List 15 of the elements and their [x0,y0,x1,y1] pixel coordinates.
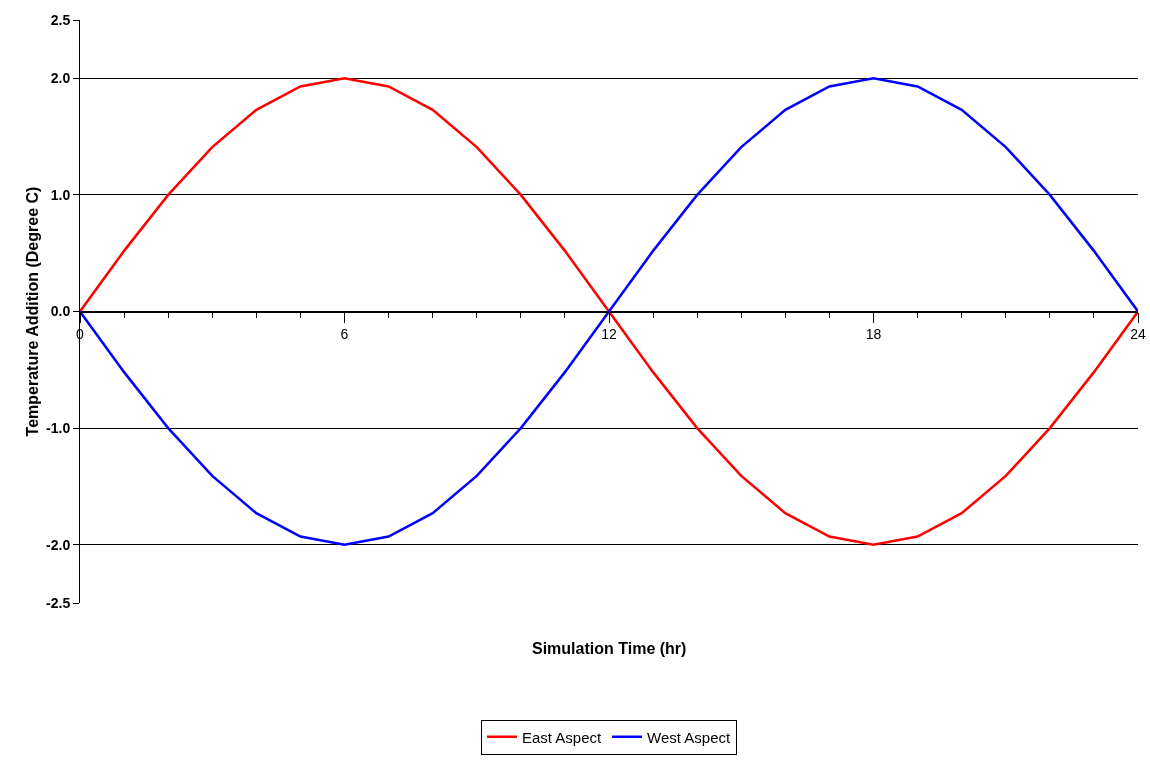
x-tick-label: 18 [865,326,882,343]
x-tick-label: 24 [1130,326,1146,343]
y-tick-label: 1.0 [50,186,71,203]
y-tick-label: 2.0 [50,70,71,87]
x-tick-label: 6 [340,326,349,343]
x-axis-title: Simulation Time (hr) [532,640,687,657]
x-tick-label: 12 [601,326,617,343]
y-tick-label: -2.0 [46,536,71,553]
y-tick-label: 0.0 [50,303,71,320]
y-tick-label: -1.0 [46,420,71,436]
legend-label: East Aspect [522,728,603,746]
y-tick-label: -2.5 [46,594,71,611]
y-tick-label: 2.5 [50,11,71,28]
y-axis-title: Temperature Addition (Degree C) [24,186,41,437]
legend-label: West Aspect [647,728,731,746]
